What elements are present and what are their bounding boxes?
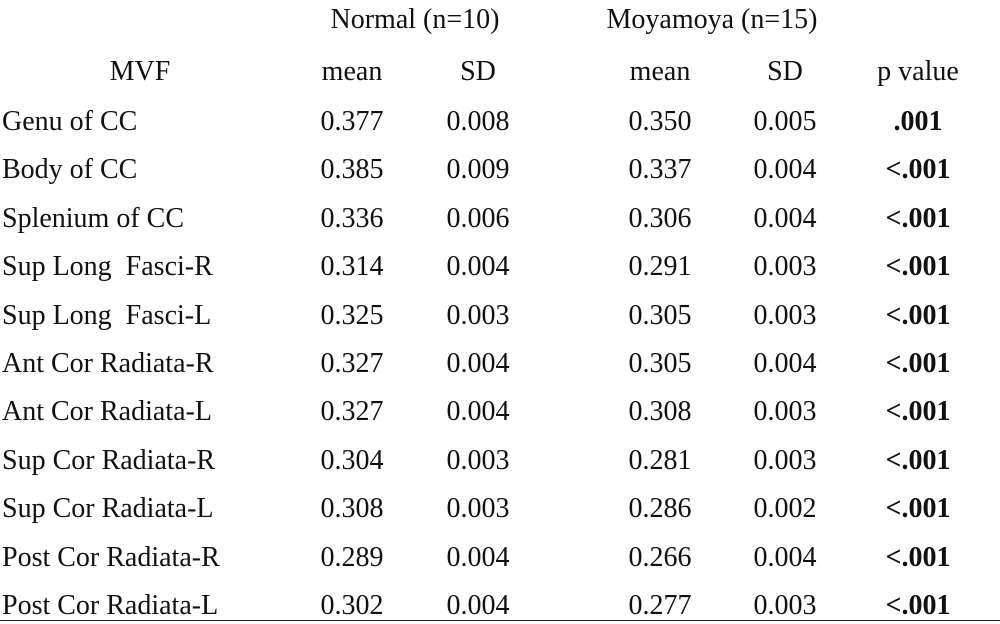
value-cell: 0.004 xyxy=(753,348,817,379)
value-cell: 0.003 xyxy=(446,299,510,331)
p-value: <.001 xyxy=(885,154,951,186)
value-cell: 0.003 xyxy=(753,299,817,331)
value-cell: 0.289 xyxy=(320,541,384,573)
value-cell: 0.305 xyxy=(628,299,692,331)
value-cell: 0.008 xyxy=(446,106,510,137)
value-cell: 0.302 xyxy=(320,590,384,621)
p-value: <.001 xyxy=(885,299,951,331)
value-cell: 0.003 xyxy=(753,396,817,428)
value-cell: 0.003 xyxy=(446,493,510,525)
value-cell: 0.003 xyxy=(753,444,817,476)
column-header: MVF xyxy=(109,56,171,87)
group-header: Moyamoya (n=15) xyxy=(606,4,818,35)
value-cell: 0.003 xyxy=(753,590,817,621)
value-cell: 0.005 xyxy=(753,106,817,137)
p-value: <.001 xyxy=(885,590,951,621)
value-cell: 0.003 xyxy=(753,251,817,283)
value-cell: 0.004 xyxy=(446,541,510,573)
column-header: mean xyxy=(629,56,691,87)
value-cell: 0.308 xyxy=(628,396,692,428)
p-value: <.001 xyxy=(885,541,951,573)
value-cell: 0.308 xyxy=(320,493,384,525)
p-value: <.001 xyxy=(885,396,951,428)
p-value: <.001 xyxy=(885,493,951,525)
value-cell: 0.009 xyxy=(446,154,510,186)
value-cell: 0.314 xyxy=(320,251,384,283)
p-value: <.001 xyxy=(885,251,951,283)
column-header: p value xyxy=(877,56,959,87)
column-header: mean xyxy=(321,56,383,87)
group-header: Normal (n=10) xyxy=(330,4,500,35)
row-label: Sup Cor Radiata-L xyxy=(2,493,214,525)
row-label: Ant Cor Radiata-L xyxy=(2,396,212,428)
value-cell: 0.006 xyxy=(446,202,510,234)
row-label: Body of CC xyxy=(2,154,138,186)
column-header: SD xyxy=(460,56,496,87)
value-cell: 0.304 xyxy=(320,444,384,476)
p-value: .001 xyxy=(893,106,943,137)
p-value: <.001 xyxy=(885,444,951,476)
value-cell: 0.004 xyxy=(753,202,817,234)
row-label: Ant Cor Radiata-R xyxy=(2,348,214,379)
value-cell: 0.291 xyxy=(628,251,692,283)
p-value: <.001 xyxy=(885,348,951,379)
row-label: Genu of CC xyxy=(2,106,138,137)
p-value: <.001 xyxy=(885,202,951,234)
value-cell: 0.306 xyxy=(628,202,692,234)
row-label: Post Cor Radiata-L xyxy=(2,590,219,621)
row-label: Sup Long Fasci-L xyxy=(2,299,212,331)
column-header: SD xyxy=(767,56,803,87)
value-cell: 0.305 xyxy=(628,348,692,379)
row-label: Sup Long Fasci-R xyxy=(2,251,213,283)
value-cell: 0.286 xyxy=(628,493,692,525)
value-cell: 0.277 xyxy=(628,590,692,621)
value-cell: 0.004 xyxy=(753,154,817,186)
value-cell: 0.004 xyxy=(446,590,510,621)
value-cell: 0.003 xyxy=(446,444,510,476)
value-cell: 0.337 xyxy=(628,154,692,186)
value-cell: 0.004 xyxy=(446,251,510,283)
value-cell: 0.385 xyxy=(320,154,384,186)
row-label: Splenium of CC xyxy=(2,202,185,234)
value-cell: 0.336 xyxy=(320,202,384,234)
value-cell: 0.325 xyxy=(320,299,384,331)
value-cell: 0.350 xyxy=(628,106,692,137)
value-cell: 0.327 xyxy=(320,396,384,428)
value-cell: 0.327 xyxy=(320,348,384,379)
value-cell: 0.281 xyxy=(628,444,692,476)
value-cell: 0.004 xyxy=(446,348,510,379)
row-label: Post Cor Radiata-R xyxy=(2,541,220,573)
value-cell: 0.004 xyxy=(446,396,510,428)
value-cell: 0.377 xyxy=(320,106,384,137)
bottom-rule xyxy=(0,620,1000,621)
row-label: Sup Cor Radiata-R xyxy=(2,444,216,476)
value-cell: 0.266 xyxy=(628,541,692,573)
value-cell: 0.002 xyxy=(753,493,817,525)
value-cell: 0.004 xyxy=(753,541,817,573)
